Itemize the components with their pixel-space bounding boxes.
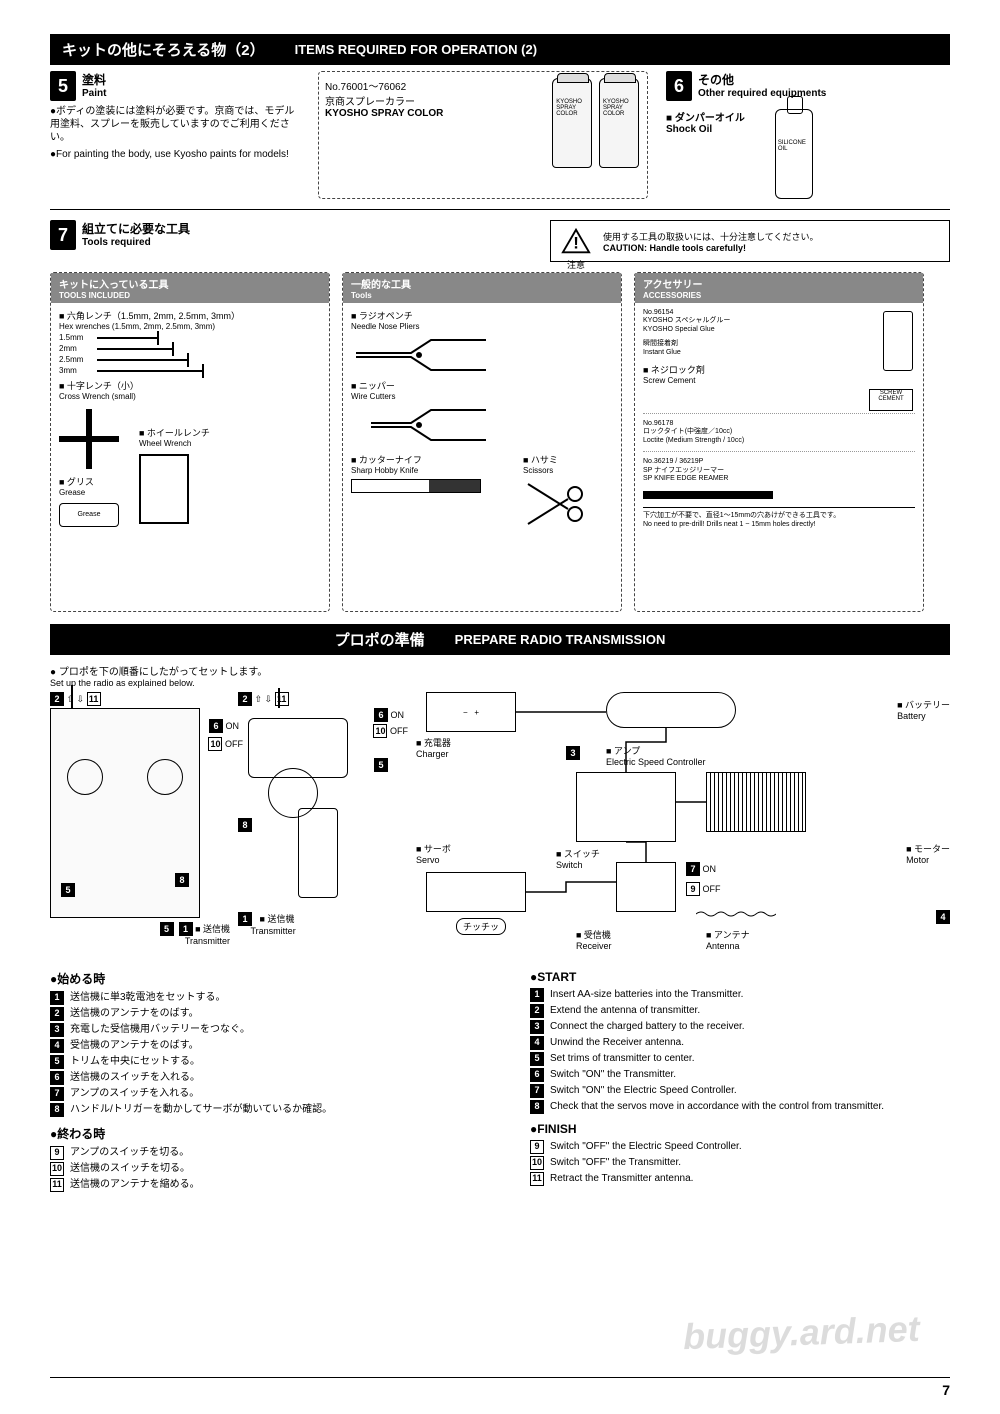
hex-wrench-icon: [97, 337, 157, 339]
antenna-icon: [278, 688, 280, 708]
s6-item-en: Shock Oil: [666, 124, 745, 135]
bar1-en: ITEMS REQUIRED FOR OPERATION (2): [295, 42, 537, 57]
section-5: 5 塗料 Paint ●ボディの塗装には塗料が必要です。京商では、モデル用塗料、…: [50, 71, 300, 199]
paint-jp: 京商スプレーカラー: [325, 93, 550, 108]
tab-tools: 一般的な工具Tools: [343, 273, 621, 303]
s6-en: Other required equipments: [698, 88, 826, 99]
wheel-wrench-icon: [139, 454, 189, 524]
switch-icon: [616, 862, 676, 912]
section-bar-1: キットの他にそろえる物（2） ITEMS REQUIRED FOR OPERAT…: [50, 34, 950, 65]
separator: [50, 209, 950, 210]
paint-no: No.76001～76062: [325, 78, 550, 93]
section-bar-2: プロポの準備 PREPARE RADIO TRANSMISSION: [50, 624, 950, 655]
stick-icon: [67, 759, 103, 795]
svg-text:!: !: [573, 234, 579, 253]
antenna-coil-icon: [696, 910, 776, 918]
pistol-tx-area: 2 ⇧ ⇩ 11 6 ON 10 OFF 5 8 1 ■ 送信機 Transmi…: [238, 692, 408, 952]
cross-wrench-icon: [59, 409, 119, 469]
hex-wrench-icon: [97, 348, 172, 350]
steps-section: ●始める時 1送信機に単3乾電池をセットする。 2送信機のアンテナをのばす。 3…: [50, 962, 950, 1194]
general-tools-col: 一般的な工具Tools ■ ラジオペンチNeedle Nose Pliers ■…: [342, 272, 622, 612]
s7-en: Tools required: [82, 237, 190, 248]
watermark: buggy.ard.net: [683, 1308, 921, 1358]
glue-bottle-icon: [883, 311, 913, 371]
spray-cans: KYOSHO SPRAY COLOR KYOSHO SPRAY COLOR: [550, 78, 641, 192]
num-7: 7: [50, 220, 76, 250]
accessories-col: アクセサリーACCESSORIES No.96154 KYOSHO スペシャルグ…: [634, 272, 924, 612]
spray-can-icon: KYOSHO SPRAY COLOR: [552, 78, 592, 168]
bar2-en: PREPARE RADIO TRANSMISSION: [455, 632, 666, 647]
caution-box: ! 注意 使用する工具の取扱いには、十分注意してください。 CAUTION: H…: [550, 220, 950, 262]
reamer-icon: [643, 491, 773, 499]
caution-label: 注意: [561, 258, 591, 271]
wire-cutter-icon: [351, 405, 491, 445]
stick-transmitter-icon: 6 ON 10 OFF 5 8: [50, 708, 200, 918]
tools-included-col: キットに入っている工具TOOLS INCLUDED ■ 六角レンチ（1.5mm,…: [50, 272, 330, 612]
tools-row: キットに入っている工具TOOLS INCLUDED ■ 六角レンチ（1.5mm,…: [50, 272, 950, 612]
s5-jp: 塗料: [82, 71, 106, 88]
battery-icon: [606, 692, 736, 728]
radio-section: ● プロポを下の順番にしたがってセットします。 Set up the radio…: [50, 663, 950, 1194]
grease-icon: Grease: [59, 503, 119, 527]
charger-icon: − +: [426, 692, 516, 732]
bar2-jp: プロポの準備: [335, 629, 425, 650]
bar1-jp: キットの他にそろえる物（2）: [62, 39, 265, 60]
paint-en: KYOSHO SPRAY COLOR: [325, 108, 550, 119]
hex-wrench-icon: [97, 359, 187, 361]
radio-intro-jp: ● プロポを下の順番にしたがってセットします。: [50, 663, 950, 678]
stick-icon: [147, 759, 183, 795]
s5-en: Paint: [82, 88, 106, 99]
steps-jp: ●始める時 1送信機に単3乾電池をセットする。 2送信機のアンテナをのばす。 3…: [50, 962, 470, 1194]
section-7-head: 7 組立てに必要な工具 Tools required ! 注意 使用する工具の取…: [50, 220, 950, 262]
s6-jp: その他: [698, 71, 826, 88]
steps-en: ●START 1Insert AA-size batteries into th…: [530, 962, 950, 1194]
wiring-diagram: − + ■ 充電器Charger ■ バッテリーBattery 3 ■ アンプE…: [416, 692, 950, 952]
pistol-transmitter-icon: 6 ON 10 OFF 5 8: [238, 708, 368, 908]
warning-icon: ! 注意: [561, 227, 591, 255]
stick-tx-area: 2 ⇧ ⇩ 11 6 ON 10 OFF 5 8 5 1 ■ 送信機Transm…: [50, 692, 230, 952]
antenna-icon: [71, 685, 73, 709]
s7-jp: 組立てに必要な工具: [82, 220, 190, 237]
s5-body-en: ●For painting the body, use Kyosho paint…: [50, 148, 300, 161]
knife-icon: [351, 479, 481, 493]
screw-cement-icon: SCREW CEMENT: [869, 389, 913, 411]
servo-sound: チッチッ: [456, 918, 506, 935]
tab-tools-included: キットに入っている工具TOOLS INCLUDED: [51, 273, 329, 303]
tab-accessories: アクセサリーACCESSORIES: [635, 273, 923, 303]
spray-can-icon: KYOSHO SPRAY COLOR: [599, 78, 639, 168]
esc-icon: [576, 772, 676, 842]
pliers-icon: [351, 335, 491, 375]
caution-en: CAUTION: Handle tools carefully!: [603, 243, 818, 253]
paint-box: No.76001～76062 京商スプレーカラー KYOSHO SPRAY CO…: [318, 71, 648, 199]
page-number: 7: [942, 1382, 950, 1398]
motor-icon: [706, 772, 806, 832]
radio-intro-en: Set up the radio as explained below.: [50, 678, 950, 688]
servo-icon: [426, 872, 526, 912]
grip-icon: [298, 808, 338, 898]
section-6: 6 その他 Other required equipments ■ ダンパーオイ…: [666, 71, 950, 199]
caution-jp: 使用する工具の取扱いには、十分注意してください。: [603, 230, 818, 243]
scissors-icon: [523, 479, 593, 529]
row-items: 5 塗料 Paint ●ボディの塗装には塗料が必要です。京商では、モデル用塗料、…: [50, 71, 950, 199]
num-5: 5: [50, 71, 76, 101]
footer-line: [50, 1377, 950, 1378]
s5-body-jp: ●ボディの塗装には塗料が必要です。京商では、モデル用塗料、スプレーを販売していま…: [50, 105, 300, 144]
hex-wrench-icon: [97, 370, 202, 372]
num-6: 6: [666, 71, 692, 101]
s6-item-jp: ■ ダンパーオイル: [666, 109, 745, 124]
oil-bottle-icon: SILICONE OIL: [775, 109, 813, 199]
